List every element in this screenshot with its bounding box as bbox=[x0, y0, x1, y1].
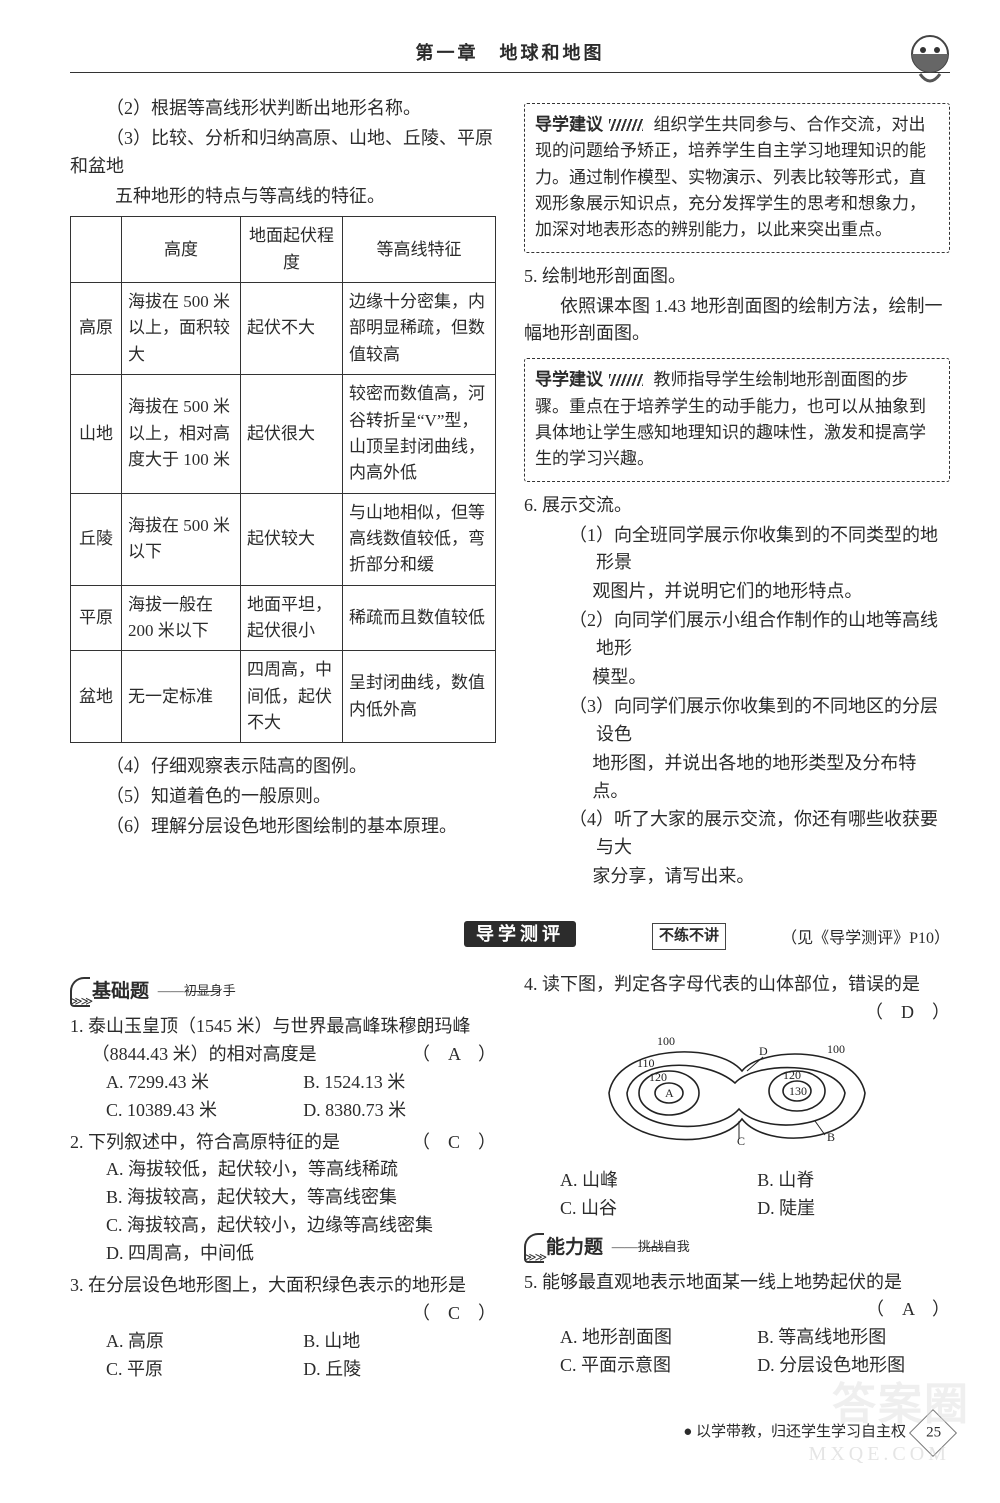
hatch-icon bbox=[609, 119, 643, 131]
ref-note: （见《导学测评》P10） bbox=[781, 927, 950, 952]
r6-1b: 观图片，并说明它们的地形特点。 bbox=[524, 578, 950, 606]
power-title: 能力题 bbox=[546, 1237, 603, 1258]
q1-stem-a: 1. 泰山玉皇顶（1545 米）与世界最高峰珠穆朗玛峰 bbox=[70, 1013, 496, 1041]
table-row: 丘陵 海拔在 500 米以下 起伏较大 与山地相似，但等高线数值较低，弯折部分和… bbox=[71, 493, 496, 585]
table-row: 平原 海拔一般在 200 米以下 地面平坦，起伏很小 稀疏而且数值较低 bbox=[71, 585, 496, 651]
svg-text:120: 120 bbox=[783, 1068, 801, 1082]
q1-stem-b: （8844.43 米）的相对高度是 bbox=[70, 1041, 317, 1069]
q2-opt-d: D. 四周高，中间低 bbox=[106, 1240, 496, 1268]
terrain-table: 高度 地面起伏程度 等高线特征 高原 海拔在 500 米以上，面积较大 起伏不大… bbox=[70, 216, 496, 743]
head-rule bbox=[70, 72, 950, 73]
q3-opt-a: A. 高原 bbox=[106, 1328, 293, 1356]
q2-opt-c: C. 海拔较高，起伏较小，边缘等高线密集 bbox=[106, 1212, 496, 1240]
question-3: 3. 在分层设色地形图上，大面积绿色表示的地形是 （ C ） A. 高原 B. … bbox=[70, 1272, 496, 1384]
q3-answer: （ C ） bbox=[412, 1300, 496, 1328]
q5-opt-b: B. 等高线地形图 bbox=[757, 1324, 944, 1352]
table-row: 高度 地面起伏程度 等高线特征 bbox=[71, 217, 496, 283]
left-p6: （6）理解分层设色地形图绘制的基本原理。 bbox=[70, 813, 496, 841]
q4-opt-d: D. 陡崖 bbox=[757, 1195, 944, 1223]
guide-title: 导学建议 bbox=[535, 370, 603, 389]
page-footer: ● 以学带教，归还学生学习自主权 25 bbox=[70, 1416, 950, 1450]
svg-text:100: 100 bbox=[657, 1034, 675, 1048]
r6-1a: （1）向全班同学展示你收集到的不同类型的地形景 bbox=[551, 522, 950, 578]
r6-3b: 地形图，并说出各地的地形类型及分布特点。 bbox=[524, 750, 950, 806]
svg-text:B: B bbox=[827, 1130, 835, 1144]
table-row: 高原 海拔在 500 米以上，面积较大 起伏不大 边缘十分密集，内部明显稀疏，但… bbox=[71, 283, 496, 375]
question-4: 4. 读下图，判定各字母代表的山体部位，错误的是 （ D ） 100 bbox=[524, 971, 950, 1223]
q2-opt-a: A. 海拔较低，起伏较小，等高线稀疏 bbox=[106, 1156, 496, 1184]
guide-box-2: 导学建议 教师指导学生绘制地形剖面图的步骤。重点在于培养学生的动手能力，也可以从… bbox=[524, 358, 950, 481]
svg-text:130: 130 bbox=[789, 1084, 807, 1098]
left-p3a: （3）比较、分析和归纳高原、山地、丘陵、平原和盆地 bbox=[70, 125, 496, 181]
q5-opt-c: C. 平面示意图 bbox=[560, 1352, 747, 1380]
contour-figure: 100 110 120 A 100 120 130 D C B bbox=[587, 1031, 887, 1161]
left-p3b: 五种地形的特点与等高线的特征。 bbox=[70, 183, 496, 211]
svg-text:A: A bbox=[665, 1086, 674, 1100]
r6-4a: （4）听了大家的展示交流，你还有哪些收获要与大 bbox=[551, 806, 950, 862]
q1-answer: （ A ） bbox=[412, 1041, 496, 1069]
q4-opt-c: C. 山谷 bbox=[560, 1195, 747, 1223]
mascot-icon bbox=[900, 28, 960, 88]
power-section-head: 能力题 ——挑战自我 ≫≫ bbox=[524, 1233, 950, 1263]
question-5: 5. 能够最直观地表示地面某一线上地势起伏的是 （ A ） A. 地形剖面图 B… bbox=[524, 1269, 950, 1381]
badge-side: 不练不讲 bbox=[652, 923, 726, 950]
guide-box-1: 导学建议 组织学生共同参与、合作交流，对出现的问题给予矫正，培养学生自主学习地理… bbox=[524, 103, 950, 253]
assessment-banner: 导学测评 不练不讲 （见《导学测评》P10） bbox=[70, 917, 950, 953]
basic-section-head: 基础题 ——初显身手 ≫≫ bbox=[70, 977, 496, 1007]
chapter-title: 第一章 地球和地图 bbox=[70, 40, 950, 68]
q3-opt-b: B. 山地 bbox=[303, 1328, 490, 1356]
page-number: 25 bbox=[909, 1409, 957, 1457]
q3-stem: 3. 在分层设色地形图上，大面积绿色表示的地形是 bbox=[70, 1272, 496, 1300]
r6-2b: 模型。 bbox=[524, 664, 950, 692]
svg-text:D: D bbox=[759, 1044, 768, 1058]
arrows-icon: ≫≫ bbox=[70, 992, 91, 1011]
q5-answer: （ A ） bbox=[866, 1296, 950, 1324]
question-1: 1. 泰山玉皇顶（1545 米）与世界最高峰珠穆朗玛峰 （8844.43 米）的… bbox=[70, 1013, 496, 1125]
q2-stem: 2. 下列叙述中，符合高原特征的是 bbox=[70, 1129, 340, 1157]
svg-text:120: 120 bbox=[649, 1070, 667, 1084]
q1-opt-a: A. 7299.43 米 bbox=[106, 1069, 293, 1097]
basic-title: 基础题 bbox=[92, 981, 149, 1002]
arrows-icon: ≫≫ bbox=[524, 1248, 545, 1267]
q5-stem: 5. 能够最直观地表示地面某一线上地势起伏的是 bbox=[524, 1269, 950, 1297]
left-p4: （4）仔细观察表示陆高的图例。 bbox=[70, 753, 496, 781]
q1-opt-d: D. 8380.73 米 bbox=[303, 1097, 490, 1125]
r6-3a: （3）向同学们展示你收集到的不同地区的分层设色 bbox=[551, 693, 950, 749]
q2-answer: （ C ） bbox=[412, 1129, 496, 1157]
left-p2: （2）根据等高线形状判断出地形名称。 bbox=[70, 95, 496, 123]
hatch-icon bbox=[609, 374, 643, 386]
left-p5: （5）知道着色的一般原则。 bbox=[70, 783, 496, 811]
r6-4b: 家分享，请写出来。 bbox=[524, 863, 950, 891]
r6-2a: （2）向同学们展示小组合作制作的山地等高线地形 bbox=[551, 607, 950, 663]
r5b: 依照课本图 1.43 地形剖面图的绘制方法，绘制一幅地形剖面图。 bbox=[524, 293, 950, 349]
q2-opt-b: B. 海拔较高，起伏较大，等高线密集 bbox=[106, 1184, 496, 1212]
r6: 6. 展示交流。 bbox=[524, 492, 950, 520]
q1-opt-b: B. 1524.13 米 bbox=[303, 1069, 490, 1097]
q5-opt-d: D. 分层设色地形图 bbox=[757, 1352, 944, 1380]
q4-answer: （ D ） bbox=[865, 999, 950, 1027]
q3-opt-d: D. 丘陵 bbox=[303, 1356, 490, 1384]
q4-opt-b: B. 山脊 bbox=[757, 1167, 944, 1195]
footer-motto: ● 以学带教，归还学生学习自主权 bbox=[683, 1421, 906, 1444]
svg-text:C: C bbox=[737, 1134, 745, 1148]
table-row: 山地 海拔在 500 米以上，相对高度大于 100 米 起伏很大 较密而数值高，… bbox=[71, 375, 496, 493]
q4-opt-a: A. 山峰 bbox=[560, 1167, 747, 1195]
svg-text:110: 110 bbox=[637, 1056, 655, 1070]
q4-stem: 4. 读下图，判定各字母代表的山体部位，错误的是 bbox=[524, 971, 950, 999]
q5-opt-a: A. 地形剖面图 bbox=[560, 1324, 747, 1352]
table-row: 盆地 无一定标准 四周高，中间低，起伏不大 呈封闭曲线，数值内低外高 bbox=[71, 651, 496, 743]
guide-title: 导学建议 bbox=[535, 115, 603, 134]
badge-label: 导学测评 bbox=[464, 921, 576, 947]
question-2: 2. 下列叙述中，符合高原特征的是 （ C ） A. 海拔较低，起伏较小，等高线… bbox=[70, 1129, 496, 1268]
q1-opt-c: C. 10389.43 米 bbox=[106, 1097, 293, 1125]
svg-text:100: 100 bbox=[827, 1042, 845, 1056]
q3-opt-c: C. 平原 bbox=[106, 1356, 293, 1384]
r5: 5. 绘制地形剖面图。 bbox=[524, 263, 950, 291]
